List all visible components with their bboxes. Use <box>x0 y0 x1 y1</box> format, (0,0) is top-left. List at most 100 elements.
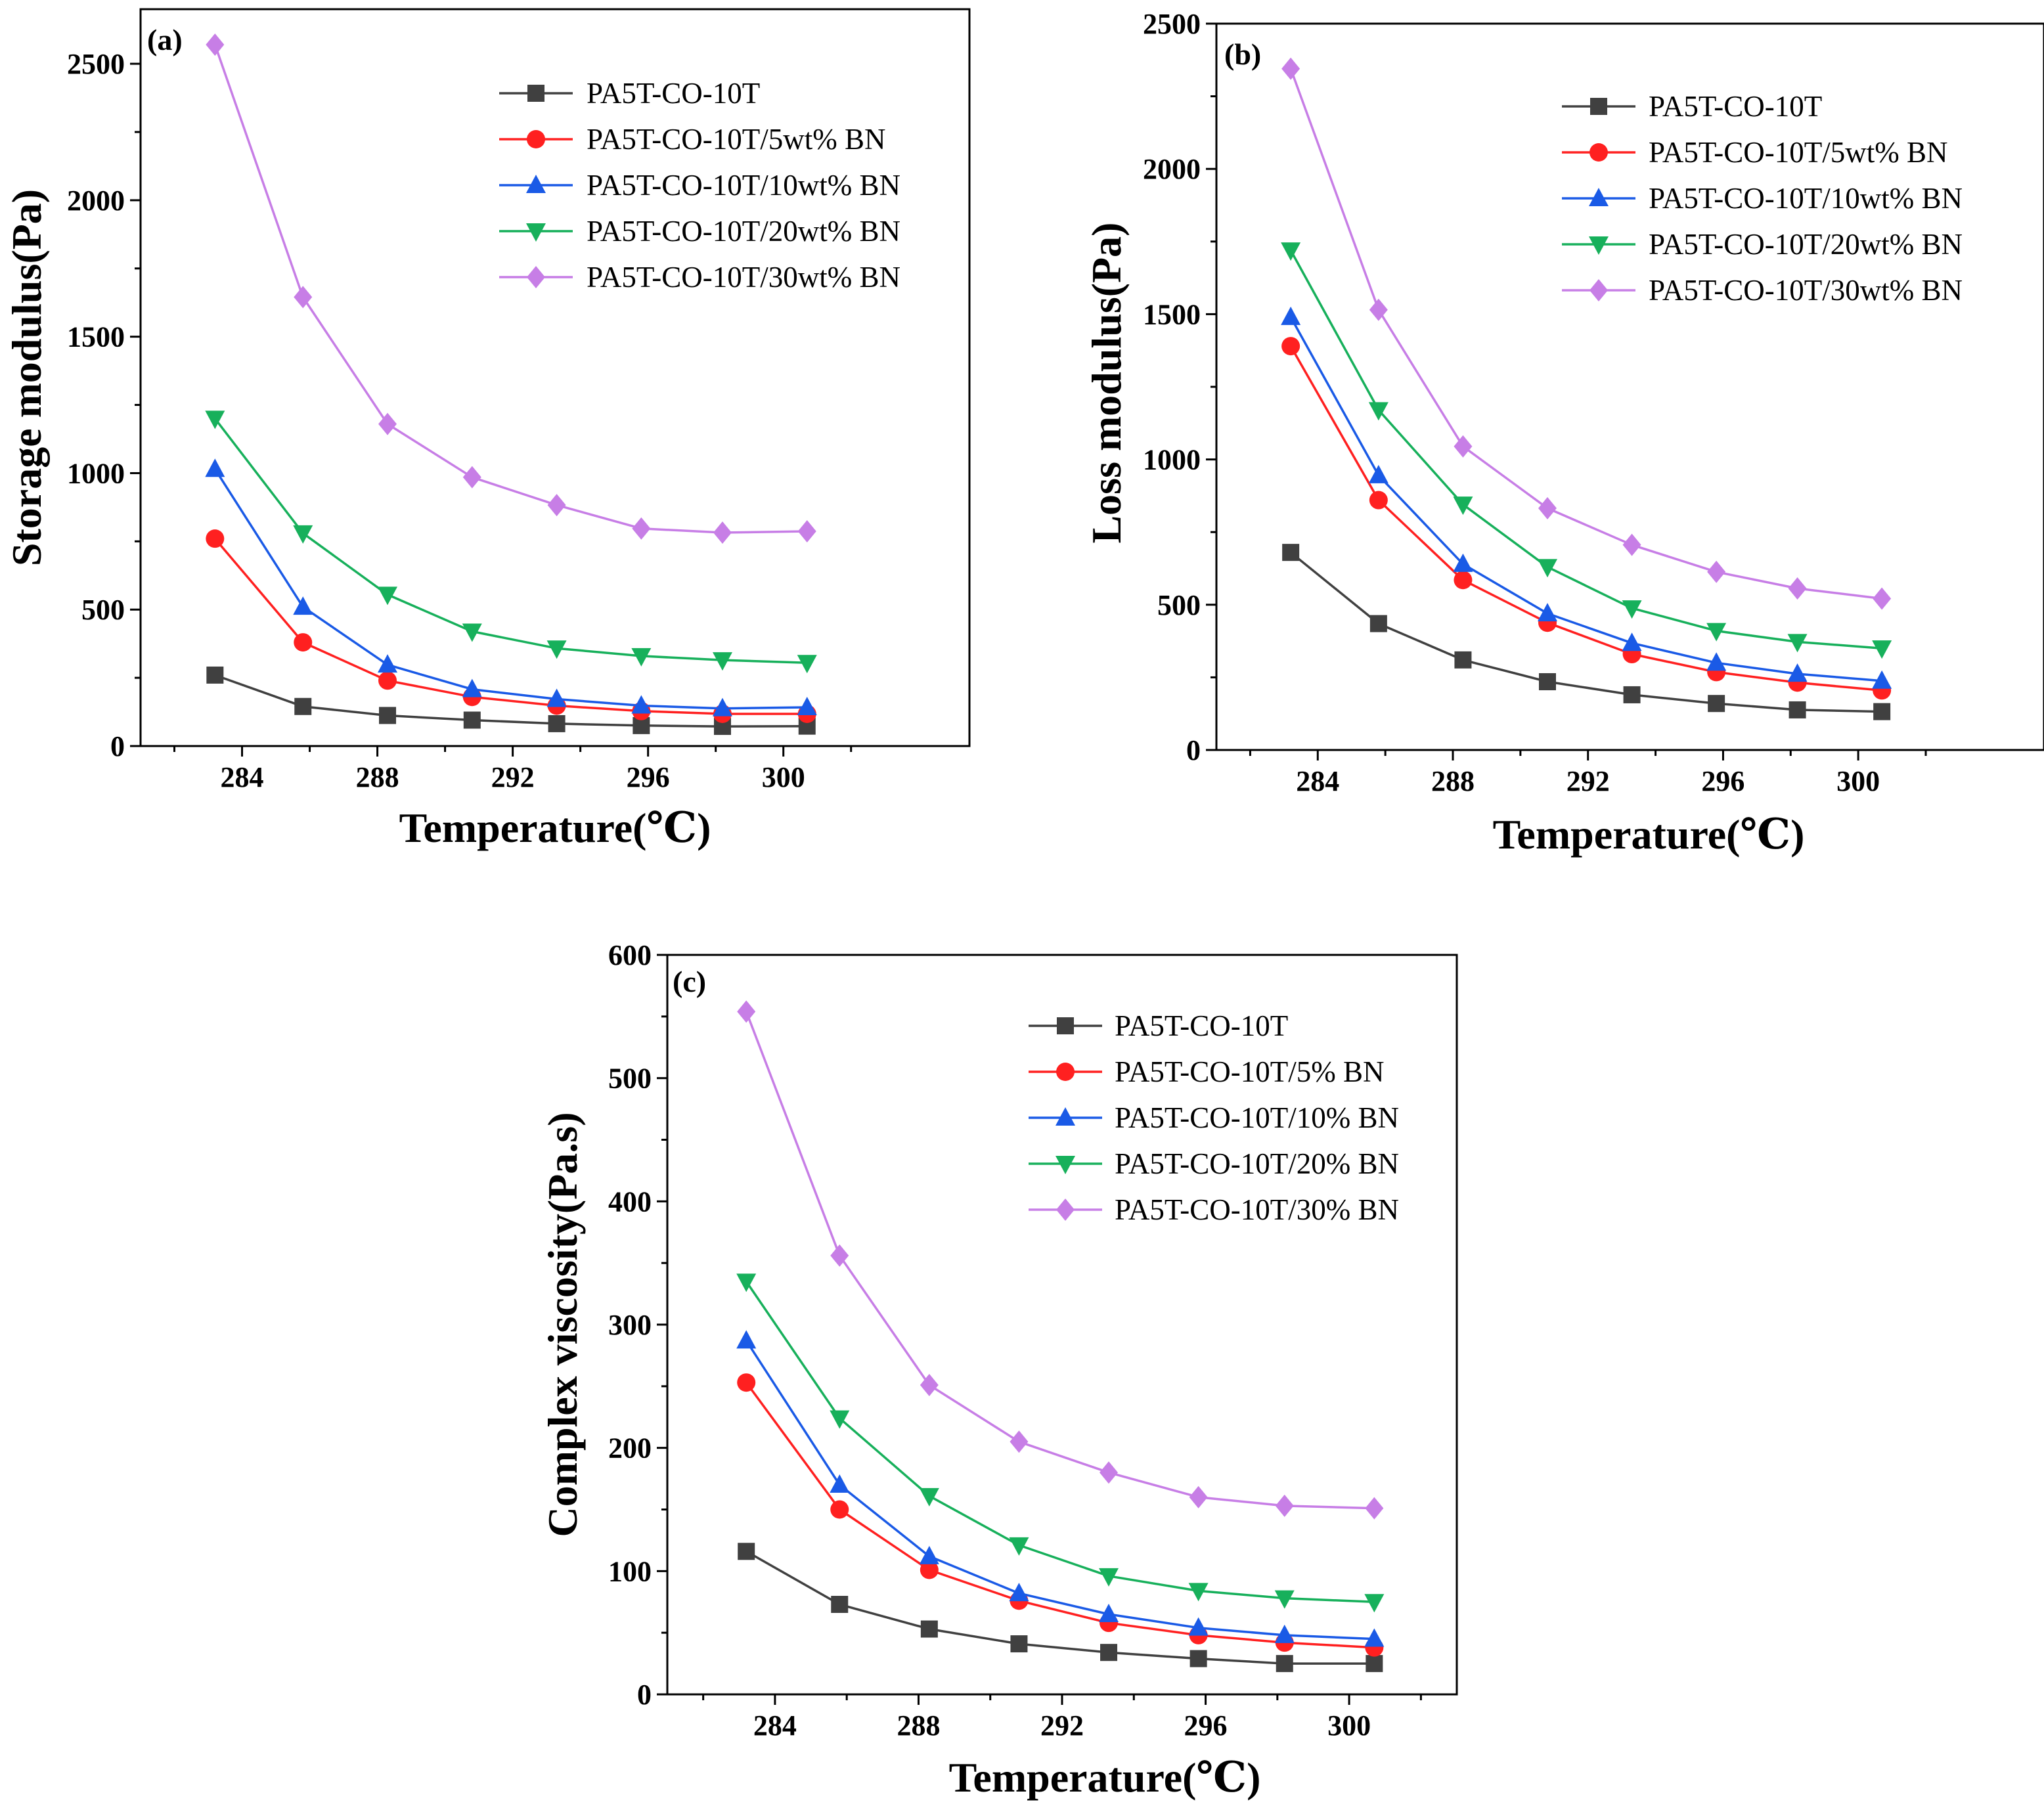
x-tick-label: 300 <box>762 761 805 793</box>
panel-b-y-axis-title: Loss modulus(Pa) <box>1083 223 1130 544</box>
series-line-1 <box>1289 345 1882 692</box>
panel-a-axes: 284 288 292 296 300 0 500 1000 1500 2000 2500 <box>67 48 853 793</box>
data-point-series-2 <box>631 695 652 714</box>
x-tick-label: 288 <box>1431 765 1475 797</box>
data-point-series-2 <box>1787 663 1808 682</box>
series-line-2 <box>1289 316 1882 682</box>
y-tick-label: 0 <box>110 730 125 762</box>
data-point-series-0 <box>1623 686 1641 703</box>
data-point-series-3 <box>1099 1568 1119 1587</box>
panel-a-legend: PA5T-CO-10T PA5T-CO-10T/5wt% BN PA5T-CO-10… <box>499 77 900 294</box>
panel-c-y-axis-title: Complex viscosity(Pa.s) <box>539 1112 586 1537</box>
legend-marker <box>527 266 545 288</box>
data-point-series-2 <box>1274 1624 1295 1643</box>
panel-b-axes: 284 288 292 296 300 0 500 1000 1500 2000 2500 <box>1143 8 1927 797</box>
data-point-series-3 <box>1009 1537 1029 1556</box>
data-point-series-0 <box>548 715 566 732</box>
panel-a-y-axis-title: Storage modulus(Pa) <box>3 189 50 566</box>
data-point-series-4 <box>462 466 481 489</box>
data-point-series-2 <box>1538 603 1557 622</box>
panel-c-axes: 284 288 292 296 300 0 100 200 300 400 500 600 <box>608 939 1422 1742</box>
data-point-series-3 <box>205 410 225 429</box>
data-point-series-0 <box>1010 1635 1028 1653</box>
data-point-series-4 <box>632 517 651 540</box>
panel-a-label: (a) <box>147 23 183 56</box>
data-point-series-3 <box>712 652 732 671</box>
data-point-series-0 <box>1276 1655 1293 1673</box>
series-line-0 <box>745 1550 1375 1665</box>
data-point-series-3 <box>797 655 817 674</box>
data-point-series-2 <box>462 678 482 697</box>
data-point-series-0 <box>1708 695 1725 713</box>
x-tick-label: 284 <box>1296 765 1339 797</box>
y-tick-label: 500 <box>81 594 125 626</box>
series-line-1 <box>745 1382 1375 1649</box>
data-point-series-3 <box>1453 496 1473 516</box>
series-line-3 <box>213 418 807 665</box>
panel-b-marks <box>1281 57 1892 720</box>
data-point-series-1 <box>206 529 225 548</box>
y-tick-label: 0 <box>1186 734 1201 766</box>
data-point-series-1 <box>378 671 397 690</box>
series-line-0 <box>1289 551 1882 713</box>
legend-marker <box>1057 1017 1074 1034</box>
data-point-series-4 <box>1622 533 1641 556</box>
panel-a-frame <box>139 8 971 747</box>
data-point-series-2 <box>1706 652 1727 671</box>
data-point-series-4 <box>378 412 397 435</box>
data-point-series-4 <box>1275 1494 1294 1517</box>
data-point-series-3 <box>1622 600 1642 619</box>
data-point-series-4 <box>1189 1486 1208 1509</box>
data-point-series-4 <box>1365 1497 1384 1520</box>
y-tick-label: 2000 <box>1143 153 1201 185</box>
data-point-series-1 <box>920 1560 939 1579</box>
data-point-series-4 <box>1538 496 1557 519</box>
data-point-series-2 <box>293 596 313 615</box>
data-point-series-0 <box>1539 673 1556 691</box>
data-point-series-4 <box>294 286 313 309</box>
panel-c-label: (c) <box>673 965 706 998</box>
data-point-series-0 <box>920 1620 938 1638</box>
data-point-series-3 <box>1706 623 1727 642</box>
legend-label: PA5T-CO-10T <box>1115 1009 1288 1042</box>
legend-label: PA5T-CO-10T/20% BN <box>1115 1147 1399 1180</box>
data-point-series-4 <box>1707 560 1726 583</box>
legend-marker <box>527 130 545 148</box>
data-point-series-1 <box>1369 491 1388 510</box>
data-point-series-4 <box>1788 577 1807 600</box>
series-line-1 <box>213 538 807 715</box>
y-tick-label: 600 <box>608 939 652 971</box>
data-point-series-3 <box>1538 559 1557 578</box>
data-point-series-4 <box>206 33 225 56</box>
data-point-series-0 <box>1369 615 1387 632</box>
series-line-3 <box>745 1281 1375 1604</box>
legend-label: PA5T-CO-10T/5wt% BN <box>587 123 885 156</box>
legend-label: PA5T-CO-10T/30wt% BN <box>587 261 900 294</box>
series-line-2 <box>745 1340 1375 1641</box>
y-tick-label: 1000 <box>1143 444 1201 476</box>
data-point-series-2 <box>546 688 567 707</box>
legend-marker <box>1589 188 1609 206</box>
data-point-series-4 <box>1281 57 1300 80</box>
panel-b-x-axis-title: Temperature(℃) <box>1493 811 1805 858</box>
data-point-series-4 <box>1873 587 1892 610</box>
data-point-series-2 <box>1364 1628 1385 1647</box>
x-tick-label: 284 <box>753 1709 797 1742</box>
y-tick-label: 1500 <box>1143 298 1201 330</box>
data-point-series-0 <box>1282 544 1300 562</box>
data-point-series-4 <box>920 1373 939 1396</box>
series-line-4 <box>1289 68 1882 600</box>
panel-a-marks <box>205 33 817 736</box>
y-tick-label: 300 <box>608 1309 652 1341</box>
y-tick-label: 200 <box>608 1432 652 1465</box>
y-tick-label: 500 <box>608 1063 652 1095</box>
data-point-series-0 <box>1100 1644 1118 1662</box>
data-point-series-2 <box>205 458 225 477</box>
data-point-series-3 <box>462 623 482 642</box>
y-tick-label: 1500 <box>67 321 125 353</box>
data-point-series-0 <box>1189 1650 1207 1667</box>
data-point-series-3 <box>919 1487 939 1507</box>
panel-b-legend: PA5T-CO-10T PA5T-CO-10T/5wt% BN PA5T-CO-10… <box>1562 90 1963 307</box>
series-line-4 <box>213 44 807 534</box>
